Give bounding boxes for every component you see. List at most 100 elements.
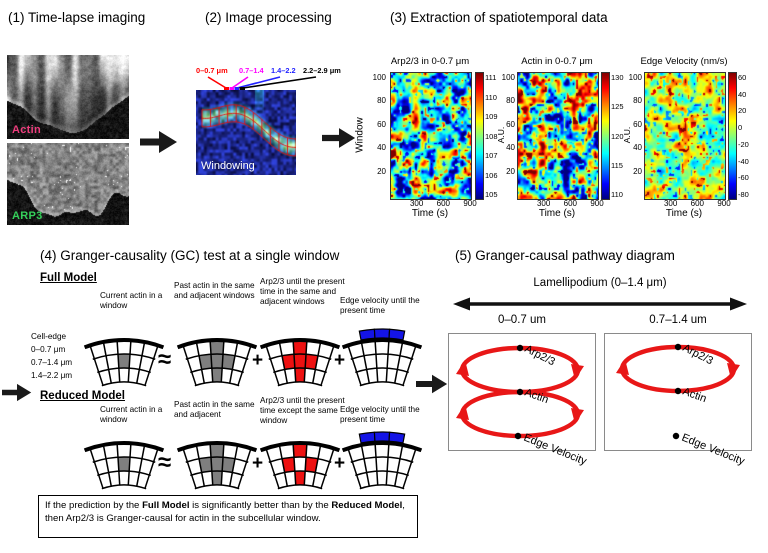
fan-grid-full-past-actin [176,325,258,393]
flow-arrow-2-3 [322,128,356,148]
heatmap1-xlabel: Time (s) [411,208,449,219]
loop-arp23-actin [619,344,737,394]
caption-full-current-actin: Current actin in a window [100,291,163,310]
flow-arrow-into-models [2,383,32,402]
fan-grid-reduced-arp23 [259,428,341,496]
plus-symbol-full-1: + [252,350,264,371]
heatmap3-yticks: 100 80 60 40 20 [628,73,642,176]
pathway-box-right: Arp2/3 Actin Edge Velocity [604,333,752,468]
pathway-right-graphic: Arp2/3 Actin Edge Velocity [616,342,747,468]
caption-reduced-past-actin: Past actin in the same and adjacent [174,400,255,419]
fan-grid-reduced-edge-velocity [341,428,423,496]
heatmap2-plot [517,72,599,200]
windowing-label: Windowing [201,160,255,172]
loop-arrowhead [456,360,469,376]
panel1-title: (1) Time-lapse imaging [8,10,146,25]
loop-arrowhead [571,408,584,424]
node-label-arp23: Arp2/3 [681,342,715,367]
plus-symbol-full-2: + [334,350,346,371]
gc-note-box: If the prediction by the Full Model is s… [38,495,418,538]
band-pointer-lines [207,76,317,92]
heatmap2-colorbar-ticks: 130 125 120 115 110 [611,73,624,199]
actin-label: Actin [12,124,41,136]
plus-symbol-reduced-1: + [252,453,264,474]
flow-arrow-1-2 [140,131,177,153]
heatmap1-plot [390,72,472,200]
caption-full-arp23: Arp2/3 until the present time in the sam… [260,277,345,306]
arp3-image [7,143,129,225]
heatmap3-plot [644,72,726,200]
plus-symbol-reduced-2: + [334,453,346,474]
flow-arrow-4-5 [416,374,448,394]
heatmap1-title: Arp2/3 in 0-0.7 μm [390,56,470,67]
heatmap2-xticks: 300 600 900 [536,199,604,208]
loop-arrowhead [616,359,629,375]
windowing-image-wrap: Windowing [196,90,296,175]
panel5-title: (5) Granger-causal pathway diagram [455,248,675,263]
actin-image [7,55,129,139]
fan-grid-full-current-actin [83,325,165,393]
micrograph-actin: Actin [7,55,129,139]
pathway-box-left: Arp2/3 Actin Edge Velocity [448,333,596,468]
loop-actin-edge [459,389,581,439]
node-dot-arp23 [674,343,682,351]
arp3-label: ARP3 [12,210,43,222]
approx-symbol-full: ≈ [158,346,172,373]
fan-grid-reduced-past-actin [176,428,258,496]
region-label-0.7-1.4: 0.7–1.4 um [649,314,707,326]
caption-reduced-current-actin: Current actin in a window [100,405,163,424]
node-dot-actin [516,388,524,396]
caption-reduced-arp23: Arp2/3 until the present time except the… [260,396,345,425]
loop-arrowhead [727,363,740,379]
heatmap3-title: Edge Velocity (nm/s) [640,56,728,67]
lamellipodium-span-arrow [453,297,747,311]
heatmap3-canvas [645,73,725,199]
heatmap1-yticks: 100 80 60 40 20 [372,73,386,176]
cell-edge-labels: Cell-edge 0–0.7 μm 0.7–1.4 μm 1.4–2.2 μm [31,332,73,380]
heatmap2-title: Actin in 0-0.7 μm [521,56,593,67]
caption-full-edge-velocity: Edge velocity until the present time [340,296,420,315]
heatmap1-ylabel: Window [354,117,366,153]
lamellipodium-label: Lamellipodium (0–1.4 μm) [533,277,667,289]
windowing-image [196,90,296,175]
micrograph-arp3: ARP3 [7,143,129,225]
fan-grid-full-edge-velocity [341,325,423,393]
heatmap3-colorbar-ticks: 60 40 20 0 -20 -40 -60 -80 [738,73,749,199]
heatmap3-xticks: 300 600 900 [663,199,731,208]
loop-arrowhead [571,364,584,380]
heatmap1-colorbar-ticks: 111 110 109 108 107 106 105 [485,73,498,199]
band-label-2: 1.4–2.2 [271,66,296,75]
band-label-3: 2.2–2.9 μm [303,66,341,75]
heatmap2-canvas [518,73,598,199]
region-label-0-0.7: 0–0.7 um [498,314,546,326]
reduced-model-heading: Reduced Model [40,390,125,402]
heatmap1-xticks: 300 600 900 [409,199,477,208]
heatmap1-colorbar [475,72,484,200]
pathway-left-graphic: Arp2/3 Actin Edge Velocity [456,343,589,468]
heatmap3-colorbar [728,72,737,200]
caption-reduced-edge-velocity: Edge velocity until the present time [340,405,420,424]
loop-arrowhead [456,404,469,420]
panel2-title: (2) Image processing [205,10,332,25]
heatmap2-yticks: 100 80 60 40 20 [501,73,515,176]
full-model-heading: Full Model [40,272,97,284]
fan-grid-reduced-current-actin [83,428,165,496]
heatmap1-canvas [391,73,471,199]
node-dot-edge-velocity [514,432,522,440]
band-label-1: 0.7–1.4 [239,66,264,75]
node-label-edge-velocity: Edge Velocity [680,432,747,468]
fan-grid-full-arp23 [259,325,341,393]
heatmap2-xlabel: Time (s) [538,208,576,219]
heatmap2-colorbar [601,72,610,200]
heatmap3-xlabel: Time (s) [665,208,703,219]
node-dot-arp23 [516,344,524,352]
node-label-arp23: Arp2/3 [523,343,557,368]
caption-full-past-actin: Past actin in the same and adjacent wind… [174,281,255,300]
approx-symbol-reduced: ≈ [158,449,172,476]
node-dot-edge-velocity [672,432,680,440]
node-dot-actin [674,387,682,395]
loop-arp23-actin [459,345,581,395]
panel3-title: (3) Extraction of spatiotemporal data [390,10,608,25]
band-label-0: 0–0.7 μm [196,66,228,75]
